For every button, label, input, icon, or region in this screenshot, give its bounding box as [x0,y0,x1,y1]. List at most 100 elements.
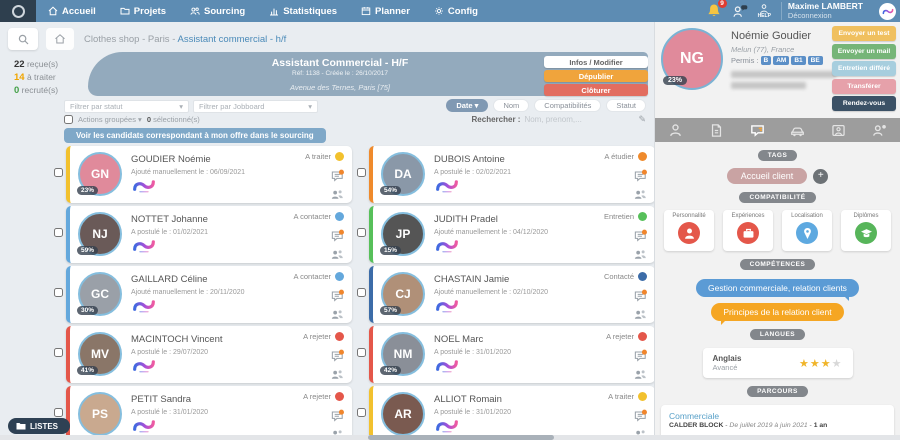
chat-notification-icon[interactable] [633,409,648,424]
job-action-d-publier[interactable]: Dépublier [544,70,648,82]
sort-pill-statut[interactable]: Statut [606,99,646,112]
chat-notification-icon[interactable] [330,289,345,304]
scrollbar-thumb[interactable] [368,435,554,440]
chart-icon [269,6,279,16]
user-menu[interactable]: Maxime LAMBERT Déconnexion [780,2,869,20]
filter-status-select[interactable]: Filtrer par statut ▾ [64,100,189,113]
chat-notification-icon[interactable] [633,289,648,304]
status-dot [335,332,344,341]
chat-notification-icon[interactable] [330,229,345,244]
candidate-card[interactable]: JP 15% JUDITH Pradel Ajouté manuellement le… [369,206,654,263]
help-icon[interactable]: HELP [758,4,771,19]
candidate-checkbox[interactable] [54,168,63,177]
candidate-checkbox[interactable] [54,228,63,237]
assign-users-icon[interactable] [633,307,648,322]
contact-redacted-line [731,71,836,78]
tab-reseau[interactable] [871,122,888,139]
tab-messages[interactable] [749,122,766,139]
candidate-card[interactable]: CJ 57% CHASTAIN Jamie Ajouté manuellement l… [369,266,654,323]
candidate-card[interactable]: PS PETIT Sandra A postulé le : 31/01/2020 A… [66,386,352,440]
profile-action-rendez-vous[interactable]: Rendez-vous [832,96,896,111]
experience-title[interactable]: Commerciale [669,411,720,421]
search-button[interactable] [8,28,38,50]
candidate-card[interactable]: NJ 59% NOTTET Johanne A postulé le : 01/02/… [66,206,352,263]
candidate-card[interactable]: GC 30% GAILLARD Céline Ajouté manuellement … [66,266,352,323]
assign-users-icon[interactable] [330,187,345,202]
filter-jobboard-select[interactable]: Filtrer par Jobboard ▾ [193,100,318,113]
assign-users-icon[interactable] [633,187,648,202]
assign-users-icon[interactable] [330,247,345,262]
select-all-checkbox[interactable] [64,115,73,124]
compat-card-personnalit-[interactable]: Personnalité [664,210,714,251]
chat-notification-icon[interactable] [330,349,345,364]
candidate-checkbox[interactable] [357,348,366,357]
candidate-card[interactable]: NM 42% NOEL Marc A postulé le : 31/01/2020 A… [369,326,654,383]
candidate-search-input[interactable] [524,114,635,125]
horizontal-scrollbar[interactable] [0,435,900,440]
nav-item-sourcing[interactable]: Sourcing [178,0,257,22]
tag-chip[interactable]: Accueil client [726,168,808,184]
assign-users-icon[interactable] [633,367,648,382]
pencil-icon[interactable]: ✎ [638,114,646,124]
compat-card-localisation[interactable]: Localisation [782,210,832,251]
logout-link[interactable]: Déconnexion [787,11,832,20]
compat-card-dipl-mes[interactable]: Diplômes [841,210,891,251]
nav-item-config[interactable]: Config [422,0,490,22]
chat-notification-icon[interactable] [330,409,345,424]
add-tag-button[interactable]: + [813,168,829,184]
candidate-checkbox[interactable] [54,288,63,297]
assign-users-icon[interactable] [330,307,345,322]
profile-action-entretien-diff-r-[interactable]: Entretien différé [832,61,896,76]
candidate-name: CHASTAIN Jamie [434,274,510,285]
tab-medias[interactable] [830,122,847,139]
grouped-actions-dropdown[interactable]: Actions groupées ▾ [78,115,142,124]
profile-sections: TAGS Accueil client + COMPATIBILITÉ Pers… [655,142,900,440]
breadcrumb-current[interactable]: Assistant commercial - h/f [177,34,287,45]
candidate-initials: MV [91,347,109,361]
assign-users-icon[interactable] [330,367,345,382]
profile-action-transf-rer[interactable]: Transférer [832,78,896,94]
compat-card-exp-riences[interactable]: Expériences [723,210,773,251]
compat-label: Personnalité [672,213,706,219]
job-action-infos-modifier[interactable]: Infos / Modifier [544,56,648,68]
tab-cv[interactable] [708,122,725,139]
candidate-checkbox[interactable] [357,168,366,177]
contact-redacted [731,71,836,89]
job-action-cl-turer[interactable]: Clôturer [544,84,648,96]
candidate-checkbox[interactable] [357,288,366,297]
candidate-checkbox[interactable] [54,408,63,417]
tab-profil[interactable] [667,122,684,139]
tab-mobilite[interactable] [789,122,806,139]
sort-pill-compatibilités[interactable]: Compatibilités [534,99,602,112]
nav-item-accueil[interactable]: Accueil [36,0,108,22]
sort-pill-date[interactable]: Date ▾ [446,99,489,112]
candidate-card[interactable]: DA 54% DUBOIS Antoine A postulé le : 02/02/… [369,146,654,203]
notifications-bell-icon[interactable]: 9 [706,0,727,19]
breadcrumb-segment[interactable]: Paris [147,34,170,45]
candidate-checkbox[interactable] [357,228,366,237]
messages-icon[interactable] [732,3,748,19]
profile-tabbar [655,118,900,142]
chat-notification-icon[interactable] [633,349,648,364]
nav-item-planner[interactable]: Planner [349,0,422,22]
candidate-checkbox[interactable] [54,348,63,357]
chat-notification-icon[interactable] [330,169,345,184]
candidate-checkbox[interactable] [357,408,366,417]
chat-notification-icon[interactable] [633,169,648,184]
candidate-card[interactable]: GN 23% GOUDIER Noémie Ajouté manuellement l… [66,146,352,203]
candidate-card[interactable]: MV 41% MACINTOCH Vincent A postulé le : 29/… [66,326,352,383]
sourcing-match-button[interactable]: Voir les candidats correspondant à mon o… [64,128,326,143]
candidate-card[interactable]: AR ALLIOT Romain A postulé le : 31/01/2020… [369,386,654,440]
nav-item-projets[interactable]: Projets [108,0,178,22]
home-icon[interactable] [46,28,74,50]
sort-pill-nom[interactable]: Nom [493,99,530,112]
chat-notification-icon[interactable] [633,229,648,244]
lists-button[interactable]: LISTES [8,418,71,434]
breadcrumb-segment[interactable]: Clothes shop [84,34,140,45]
nav-item-statistiques[interactable]: Statistiques [257,0,349,22]
candidate-avatar: AR [381,392,425,436]
profile-action-envoyer-un-test[interactable]: Envoyer un test [832,26,896,41]
profile-action-envoyer-un-mail[interactable]: Envoyer un mail [832,43,896,59]
assign-users-icon[interactable] [633,247,648,262]
candidate-status-label: Contacté [603,272,634,281]
